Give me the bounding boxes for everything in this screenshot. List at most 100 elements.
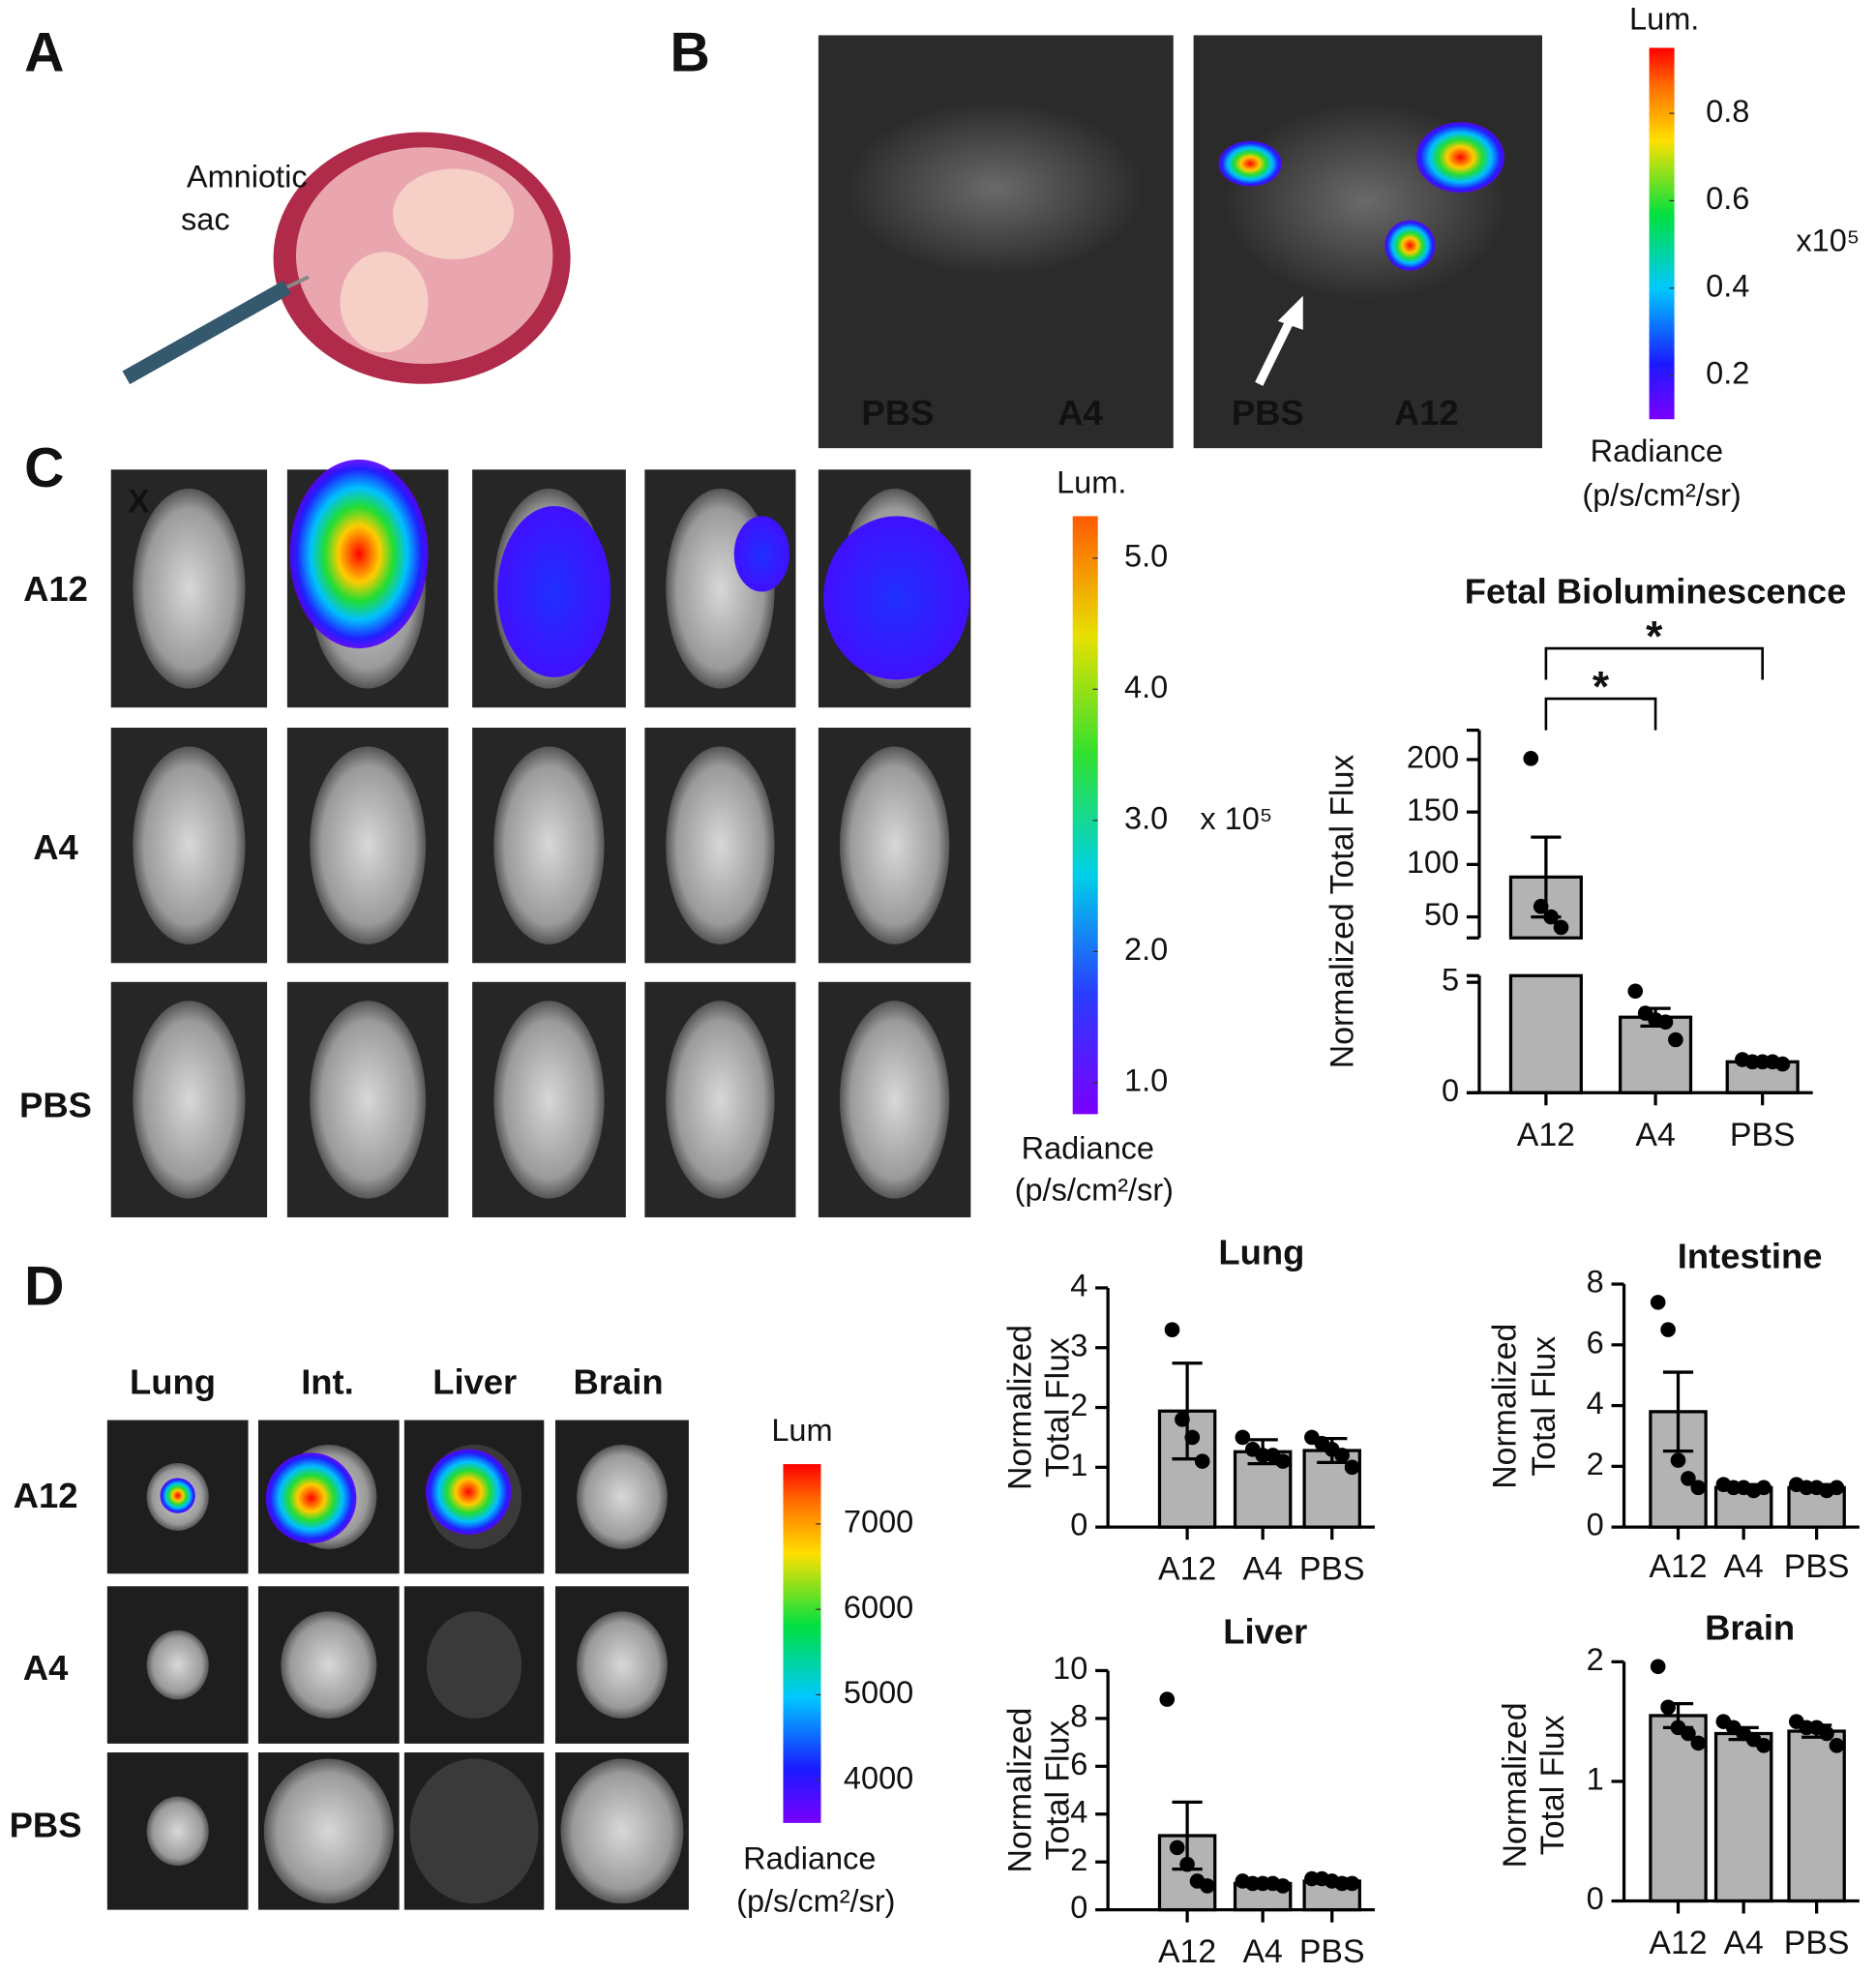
chart-title: Brain [1705,1607,1795,1647]
colorbar-tick-label: 0.2 [1706,356,1749,391]
data-point [1344,1875,1360,1892]
data-point [1175,1412,1190,1427]
data-point [1553,919,1569,936]
data-point [1756,1480,1772,1496]
significance-label: * [1646,613,1663,661]
y-axis-label: Normalized [1497,1702,1534,1868]
significance-bracket [1544,646,1764,680]
y-axis-label: Total Flux [1534,1715,1571,1855]
panel-label: D [24,1256,64,1318]
embryo [839,746,950,944]
organ [263,1758,394,1904]
signal [289,459,429,649]
signal [1218,140,1282,187]
colorbar [1649,47,1675,420]
embryo [133,1001,246,1199]
colorbar-tick-label: 5000 [844,1675,913,1710]
y-axis-label: Total Flux [1526,1336,1563,1477]
organ [577,1444,668,1549]
y-tick-label: 10 [1053,1651,1087,1686]
annotation: sac [181,202,230,237]
colorbar-multiplier: x 10⁵ [1200,801,1272,836]
organ [281,1611,377,1719]
x-tick-label: A12 [1649,1925,1707,1961]
data-point [1829,1738,1845,1753]
embryo [310,746,427,944]
y-tick-label: 2 [1070,1388,1087,1422]
bar [1713,1731,1773,1903]
row-label: A12 [23,569,88,609]
data-point [1543,909,1559,925]
colorbar-tick-label: 6000 [844,1590,913,1625]
chart-title: Intestine [1678,1237,1823,1276]
data-point [1194,1453,1210,1469]
data-point [1334,1448,1350,1463]
syringe [122,280,291,385]
colorbar-title: Lum. [1629,2,1699,37]
bar [1508,973,1583,1094]
embryo-body [340,252,429,353]
photo-content [843,101,1146,278]
data-point [1235,1429,1251,1446]
data-point [1774,1056,1791,1072]
colorbar-label: Radiance [1591,434,1723,468]
organ [409,1758,539,1904]
embryo [310,1001,427,1199]
signal [425,1449,512,1535]
y-tick-label: 200 [1407,740,1459,775]
image-label: PBS [1232,393,1304,433]
image-label: PBS [861,393,934,433]
panel-label: A [24,22,64,84]
needle [286,275,310,289]
row-label: PBS [19,1086,92,1125]
data-point [1275,1878,1291,1894]
colorbar-title: Lum [771,1413,832,1448]
image-label: A4 [1057,393,1103,433]
data-point [1668,1032,1683,1048]
y-tick-label: 0 [1587,1881,1604,1916]
bar [1787,1729,1846,1903]
data-point [1523,751,1539,766]
data-point [1179,1856,1195,1872]
y-tick-label: 3 [1070,1328,1087,1362]
significance-label: * [1593,664,1610,711]
x-tick-label: A12 [1649,1548,1707,1585]
x-tick-label: PBS [1299,1933,1365,1970]
signal [823,516,970,680]
data-point [1681,1725,1696,1742]
colorbar-tick-label: 1.0 [1124,1062,1168,1097]
column-label: Liver [432,1362,517,1402]
data-point [1275,1453,1291,1469]
row-label: A4 [23,1648,69,1688]
embryo [493,746,605,944]
x-tick-label: A4 [1635,1117,1675,1153]
colorbar-label: (p/s/cm²/sr) [736,1884,895,1919]
organ [146,1796,209,1867]
y-axis-label: Normalized [1486,1324,1523,1489]
data-point [1169,1839,1185,1856]
colorbar-tick-label: 0.4 [1706,268,1749,303]
y-tick-label: 2 [1070,1842,1087,1877]
data-point [1660,1322,1676,1337]
embryo [839,1001,950,1199]
colorbar [783,1464,821,1823]
embryo [666,1001,775,1199]
colorbar-tick-label: 2.0 [1124,932,1168,967]
y-tick-label: 5 [1442,963,1459,998]
data-point [1344,1459,1360,1476]
row-label: A4 [33,827,78,867]
x-tick-label: PBS [1784,1925,1850,1961]
data-point [1650,1659,1666,1675]
colorbar-tick-label: 0.6 [1706,181,1749,216]
column-label: Brain [574,1362,664,1402]
y-axis-label: Normalized [1002,1708,1039,1873]
y-tick-label: 150 [1407,793,1459,827]
data-point [1650,1295,1666,1310]
y-tick-label: 100 [1407,845,1459,880]
embryo [666,746,775,944]
organ [560,1758,684,1904]
colorbar-tick-label: 4.0 [1124,670,1168,704]
y-axis-label: Normalized [1002,1325,1039,1490]
colorbar-tick-label: 0.8 [1706,94,1749,129]
